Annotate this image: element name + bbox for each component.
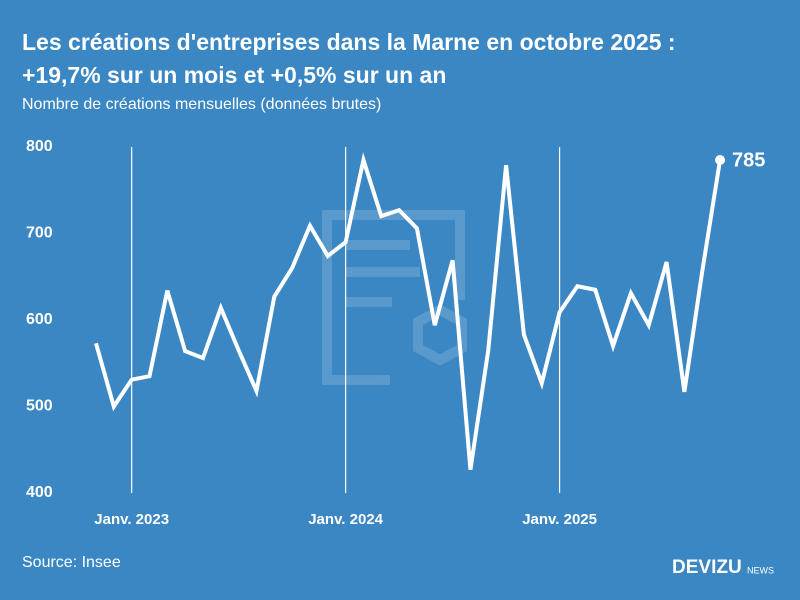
x-tick-label: Janv. 2023 bbox=[94, 511, 169, 528]
x-tick-label: Janv. 2024 bbox=[308, 511, 383, 528]
y-tick-label: 600 bbox=[26, 311, 53, 328]
y-tick-label: 700 bbox=[26, 225, 53, 242]
brand: DEVIZU bbox=[672, 557, 742, 578]
x-tick-label: Janv. 2025 bbox=[522, 511, 597, 528]
y-tick-label: 800 bbox=[26, 138, 53, 155]
value-label: 785 bbox=[732, 149, 765, 171]
y-tick-label: 400 bbox=[26, 484, 53, 501]
source: Source: Insee bbox=[22, 554, 121, 571]
brand-suffix: NEWS bbox=[747, 565, 774, 575]
watermark bbox=[322, 210, 467, 385]
y-tick-label: 500 bbox=[26, 398, 53, 415]
chart-title: +19,7% sur un mois et +0,5% sur un an bbox=[22, 62, 446, 88]
chart-title: Les créations d'entreprises dans la Marn… bbox=[22, 29, 676, 55]
chart-subtitle: Nombre de créations mensuelles (données … bbox=[22, 96, 381, 113]
point bbox=[715, 154, 726, 165]
line bbox=[94, 152, 723, 470]
